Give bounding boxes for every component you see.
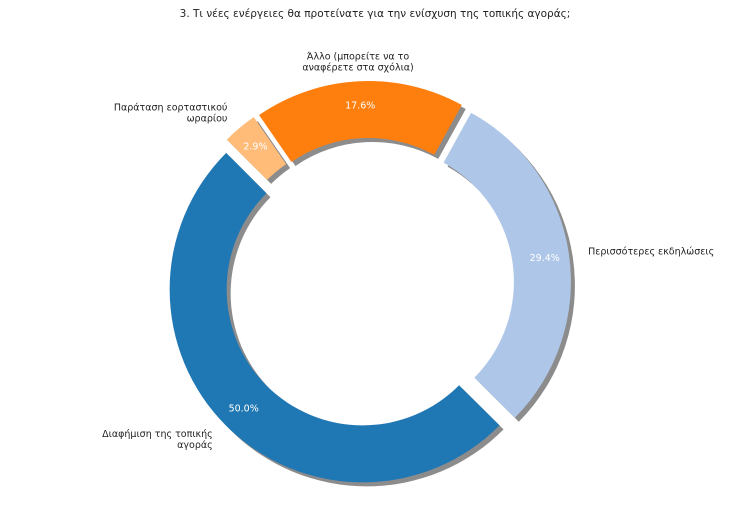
percent-label: 2.9% — [243, 142, 267, 153]
slice-label: αγοράς — [177, 440, 213, 451]
donut-slice — [259, 81, 462, 162]
slice-label: Διαφήμιση της τοπικής — [102, 429, 213, 440]
donut-slice — [226, 117, 287, 180]
slice-label: Περισσότερες εκδηλώσεις — [588, 247, 714, 258]
percent-label: 29.4% — [530, 253, 560, 264]
slice-label: ωραρίου — [187, 113, 228, 124]
slice-label: αναφέρετε στα σχόλια) — [302, 62, 413, 73]
percent-label: 50.0% — [229, 404, 259, 415]
slice-label: Παράταση εορταστικού — [114, 102, 228, 113]
chart-title: 3. Τι νέες ενέργειες θα προτείνατε για τ… — [179, 8, 571, 20]
percent-label: 17.6% — [345, 101, 375, 112]
slice-label: Άλλο (μπορείτε να το — [307, 51, 409, 62]
donut-slice — [443, 112, 571, 418]
donut-slice — [169, 152, 500, 483]
